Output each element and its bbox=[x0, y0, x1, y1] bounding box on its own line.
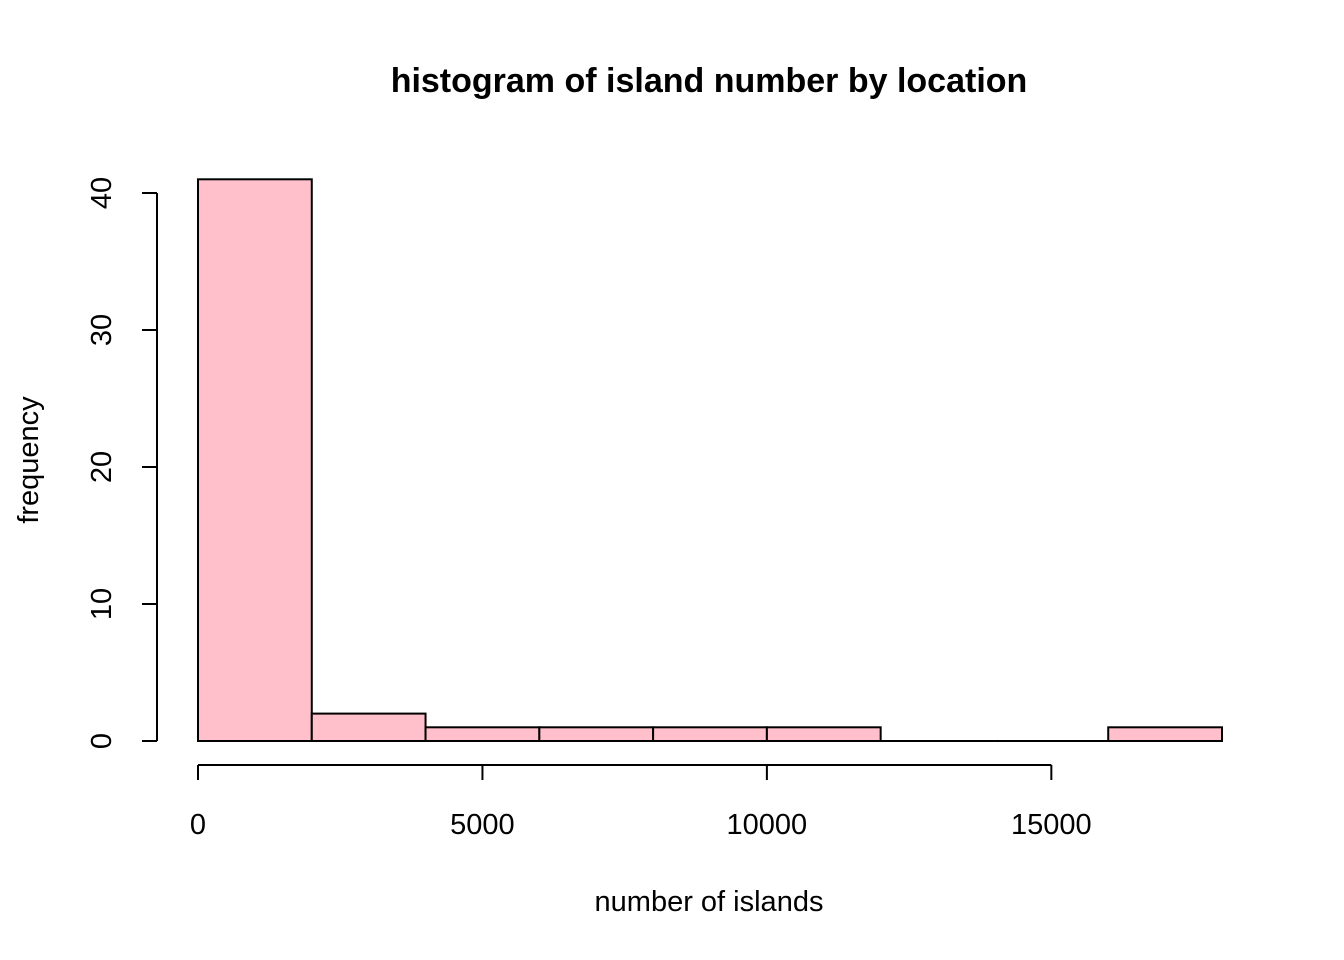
x-axis: 0 5000 10000 15000 bbox=[190, 764, 1092, 841]
x-tick-label: 15000 bbox=[1011, 809, 1092, 841]
y-tick-label: 40 bbox=[86, 177, 118, 209]
y-tick-label: 0 bbox=[86, 733, 118, 749]
histogram-bar-2 bbox=[424, 726, 541, 742]
chart-title: histogram of island number by location bbox=[391, 62, 1028, 100]
histogram-bar-3 bbox=[538, 726, 655, 742]
x-tick-label: 10000 bbox=[727, 809, 808, 841]
y-axis-label: frequency bbox=[13, 396, 45, 524]
y-axis: 0 10 20 30 40 bbox=[86, 177, 158, 749]
bars bbox=[197, 178, 1223, 743]
y-tick-label: 20 bbox=[86, 451, 118, 483]
y-tick-label: 30 bbox=[86, 314, 118, 346]
x-tick-label: 5000 bbox=[450, 809, 515, 841]
y-tick-label: 10 bbox=[86, 588, 118, 620]
histogram-bar-1 bbox=[310, 712, 427, 742]
histogram-bar-5 bbox=[765, 726, 882, 742]
histogram-bar-4 bbox=[652, 726, 768, 742]
histogram-bar-8 bbox=[1107, 726, 1223, 742]
x-axis-label: number of islands bbox=[595, 886, 824, 918]
x-tick-label: 0 bbox=[190, 809, 206, 841]
histogram-bar-0 bbox=[197, 178, 313, 743]
